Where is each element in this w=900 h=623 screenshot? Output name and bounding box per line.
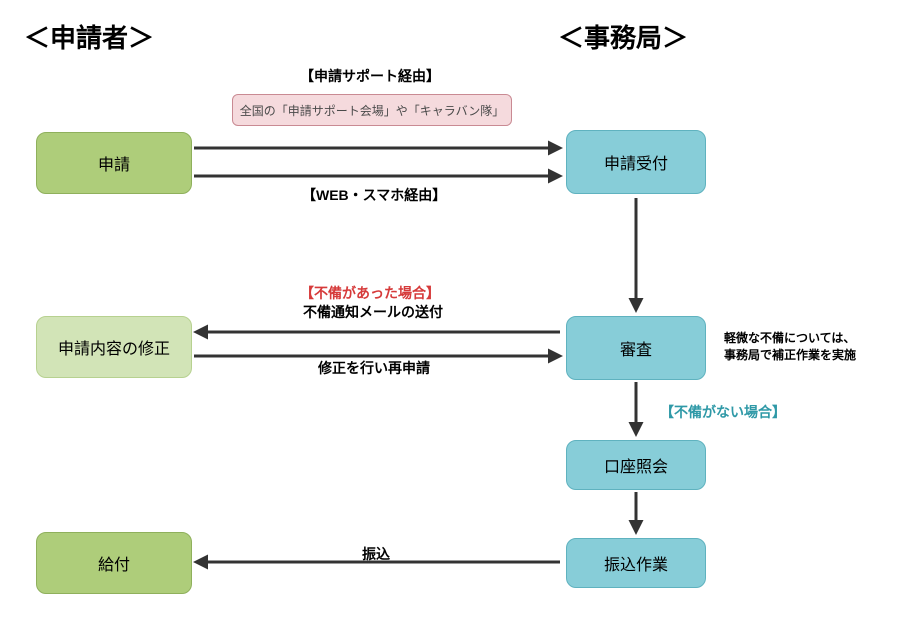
label-transfer: 振込	[362, 544, 390, 564]
label-reapply: 修正を行い再申請	[318, 358, 430, 378]
node-transfer: 振込作業	[566, 538, 706, 588]
label-if-defect: 【不備があった場合】	[300, 283, 440, 303]
header-office: ＜事務局＞	[558, 18, 688, 55]
node-revise: 申請内容の修正	[36, 316, 192, 378]
note-support-box: 全国の「申請サポート会場」や「キャラバン隊」	[232, 94, 512, 126]
label-via-web: 【WEB・スマホ経由】	[302, 185, 446, 205]
node-accept: 申請受付	[566, 130, 706, 194]
flowchart-stage: ＜申請者＞ ＜事務局＞ 申請 申請受付 申請内容の修正 審査 口座照会 振込作業…	[0, 0, 900, 623]
node-review: 審査	[566, 316, 706, 380]
node-account: 口座照会	[566, 440, 706, 490]
label-if-no-defect: 【不備がない場合】	[660, 402, 786, 422]
side-note-minor-defect: 軽微な不備については、事務局で補正作業を実施	[724, 330, 856, 364]
header-applicant: ＜申請者＞	[24, 18, 154, 55]
node-benefit: 給付	[36, 532, 192, 594]
label-defect-mail: 不備通知メールの送付	[303, 302, 443, 322]
node-apply: 申請	[36, 132, 192, 194]
label-via-support: 【申請サポート経由】	[300, 66, 440, 86]
